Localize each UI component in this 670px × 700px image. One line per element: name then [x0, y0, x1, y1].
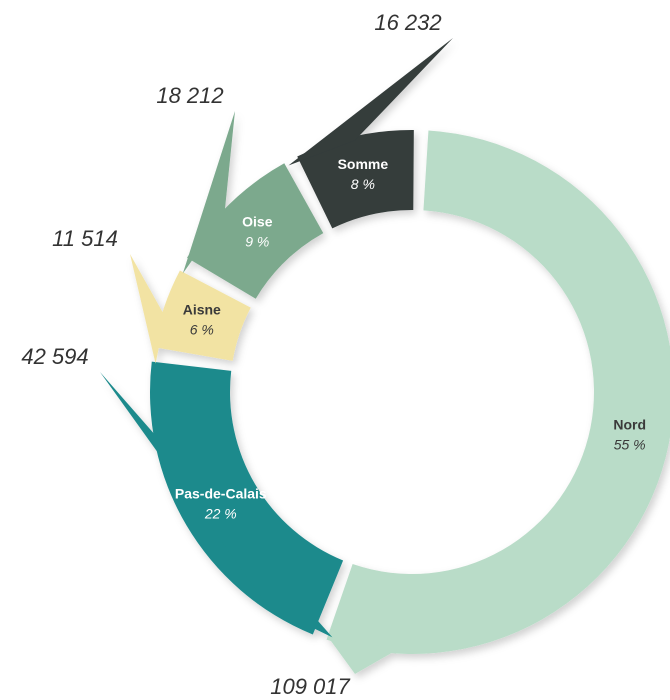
- slice-percent: 22 %: [204, 506, 237, 522]
- callout-tail: [130, 254, 166, 364]
- callout-tail: [288, 38, 453, 166]
- slice-name: Oise: [242, 213, 273, 229]
- callout-tail: [100, 372, 333, 638]
- count-label: 42 594: [21, 344, 88, 369]
- slice-name: Somme: [338, 156, 389, 172]
- callout-tail: [182, 111, 235, 274]
- count-label: 18 212: [156, 83, 223, 108]
- slice: [153, 270, 251, 361]
- slice-name: Aisne: [183, 301, 221, 317]
- slice: [150, 361, 344, 635]
- slice-percent: 8 %: [351, 176, 375, 192]
- count-label: 109 017: [270, 674, 350, 699]
- slice-percent: 6 %: [190, 321, 214, 337]
- labels: Nord 55 % 109 017 Pas-de-Calais 22 % 42 594 Ai…: [21, 10, 646, 699]
- callout-tail: [327, 635, 398, 674]
- slice-name: Nord: [613, 416, 646, 432]
- count-label: 11 514: [52, 226, 118, 251]
- slice: [187, 163, 324, 299]
- slice: [326, 130, 670, 654]
- count-label: 16 232: [374, 10, 441, 35]
- donut: [100, 38, 670, 674]
- slice-percent: 9 %: [245, 233, 269, 249]
- slice-percent: 55 %: [614, 436, 646, 452]
- slice: [297, 129, 414, 229]
- slice-name: Pas-de-Calais: [175, 486, 267, 502]
